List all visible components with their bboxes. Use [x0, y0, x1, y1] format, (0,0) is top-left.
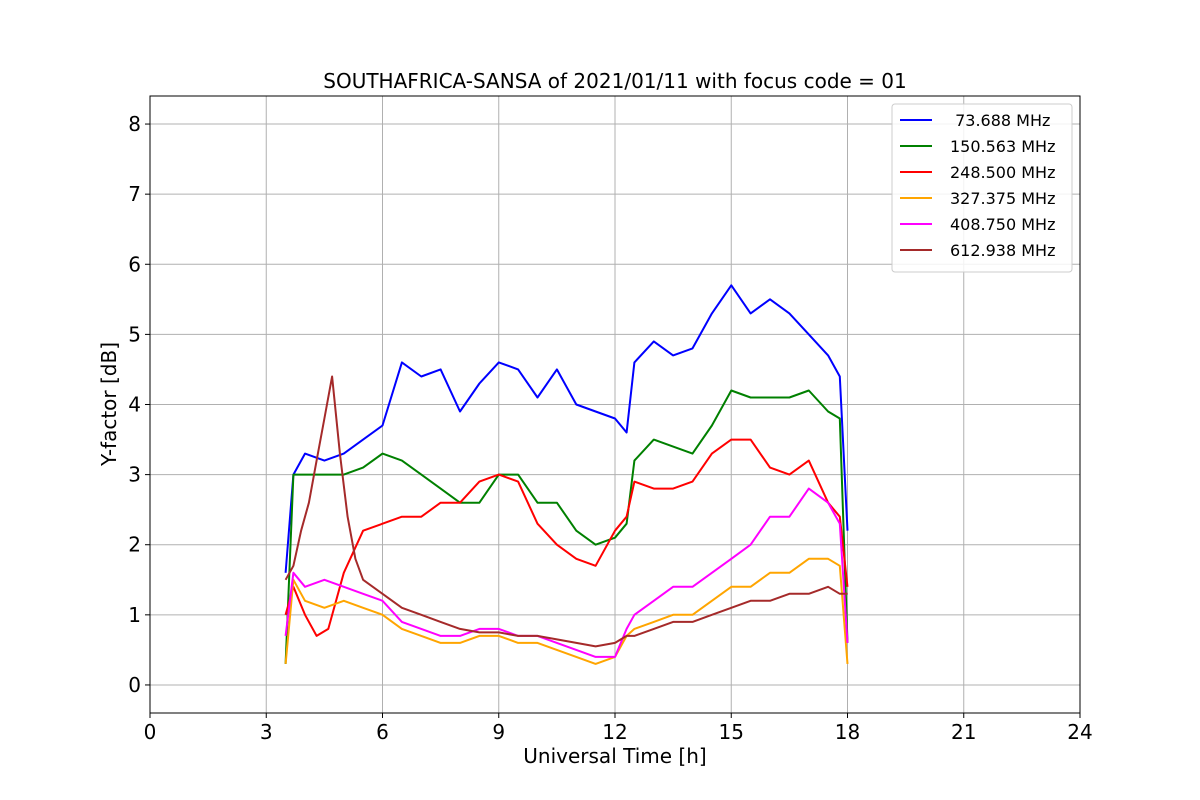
series-line-4 — [284, 487, 849, 658]
series-line-0 — [284, 284, 849, 573]
legend-label: 248.500 MHz — [950, 163, 1055, 182]
y-axis-title: Y-factor [dB] — [97, 342, 121, 467]
legend-label: 150.563 MHz — [950, 137, 1055, 156]
x-axis-title: Universal Time [h] — [523, 744, 706, 768]
legend-label: 408.750 MHz — [950, 215, 1055, 234]
x-tick-label: 6 — [376, 720, 389, 744]
legend: 73.688 MHz 150.563 MHz 248.500 MHz 327.375 … — [891, 103, 1073, 273]
y-tick-label: 3 — [128, 463, 141, 487]
y-tick-label: 8 — [128, 112, 141, 136]
x-tick-label: 0 — [144, 720, 157, 744]
series-line-5 — [284, 375, 848, 648]
x-tick-label: 12 — [602, 720, 627, 744]
legend-label: 327.375 MHz — [950, 189, 1055, 208]
series-line-1 — [284, 389, 849, 664]
x-tick-label: 21 — [951, 720, 976, 744]
y-tick-label: 0 — [128, 673, 141, 697]
legend-label: 612.938 MHz — [950, 241, 1055, 260]
y-tick-label: 6 — [128, 252, 141, 276]
y-tick-label: 1 — [128, 603, 141, 627]
x-tick-label: 18 — [835, 720, 860, 744]
legend-box — [891, 103, 1073, 273]
y-tick-label: 4 — [128, 393, 141, 417]
x-tick-label: 15 — [719, 720, 744, 744]
x-tick-label: 3 — [260, 720, 273, 744]
y-tick-label: 2 — [128, 533, 141, 557]
series-line-3 — [284, 557, 849, 665]
legend-label: 73.688 MHz — [950, 111, 1050, 130]
series-layer — [284, 284, 849, 665]
y-tick-label: 5 — [128, 322, 141, 346]
chart-title: SOUTHAFRICA-SANSA of 2021/01/11 with foc… — [323, 69, 907, 93]
x-tick-label: 24 — [1067, 720, 1092, 744]
x-tick-label: 9 — [492, 720, 505, 744]
y-tick-label: 7 — [128, 182, 141, 206]
